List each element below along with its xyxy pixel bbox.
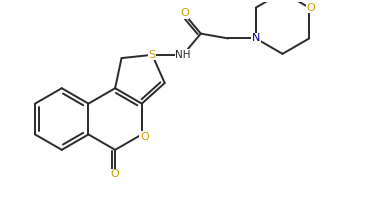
Text: S: S [149,50,156,60]
Text: O: O [306,3,315,13]
Text: O: O [111,170,120,180]
Text: O: O [140,132,149,142]
Text: O: O [180,8,189,18]
Text: N: N [252,34,260,43]
Text: NH: NH [175,50,191,60]
